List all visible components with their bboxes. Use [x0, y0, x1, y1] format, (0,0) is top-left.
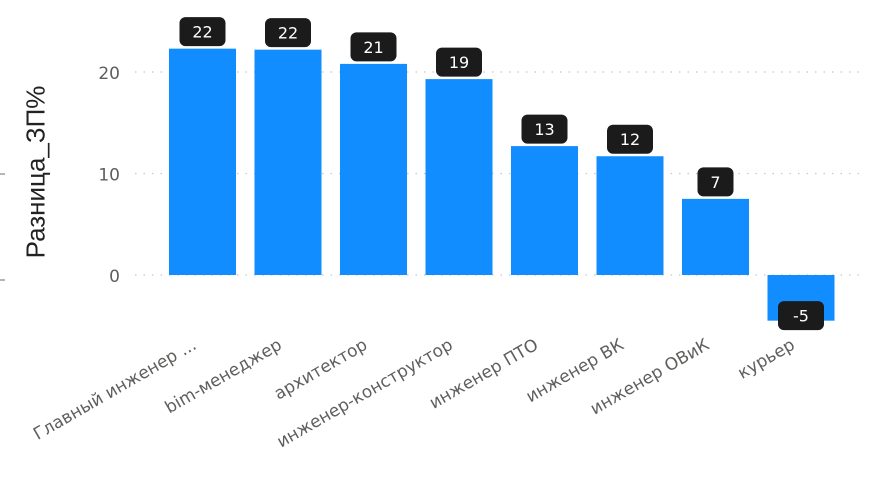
bar [340, 63, 407, 275]
y-axis-title: Разница_ЗП% [20, 85, 51, 259]
x-category-label: курьер [734, 335, 798, 384]
data-label: 13 [534, 120, 554, 139]
data-label-bg [697, 167, 734, 197]
data-label-bg [778, 301, 824, 331]
bar [511, 146, 578, 275]
data-label-bg [436, 47, 482, 77]
y-tick-label: 20 [98, 64, 120, 84]
data-label-bg [607, 124, 653, 154]
bar [425, 79, 493, 275]
bar [169, 48, 236, 275]
data-label: 19 [449, 53, 469, 72]
data-label: 22 [278, 24, 298, 43]
bar [682, 198, 749, 275]
data-label-bg [265, 18, 311, 48]
bar [254, 49, 322, 275]
y-tick-label: 10 [98, 166, 120, 186]
y-tick-label: 0 [109, 267, 120, 287]
data-label: 22 [192, 23, 212, 42]
data-label: -5 [793, 307, 809, 326]
data-label-bg [179, 17, 226, 47]
data-label: 7 [710, 173, 720, 192]
data-label: 12 [620, 130, 640, 149]
data-label: 21 [363, 38, 383, 57]
data-label-bg [521, 114, 568, 144]
data-label-bg [350, 32, 397, 62]
x-category-label: Главный инженер ... [30, 335, 200, 445]
bar [596, 156, 664, 275]
